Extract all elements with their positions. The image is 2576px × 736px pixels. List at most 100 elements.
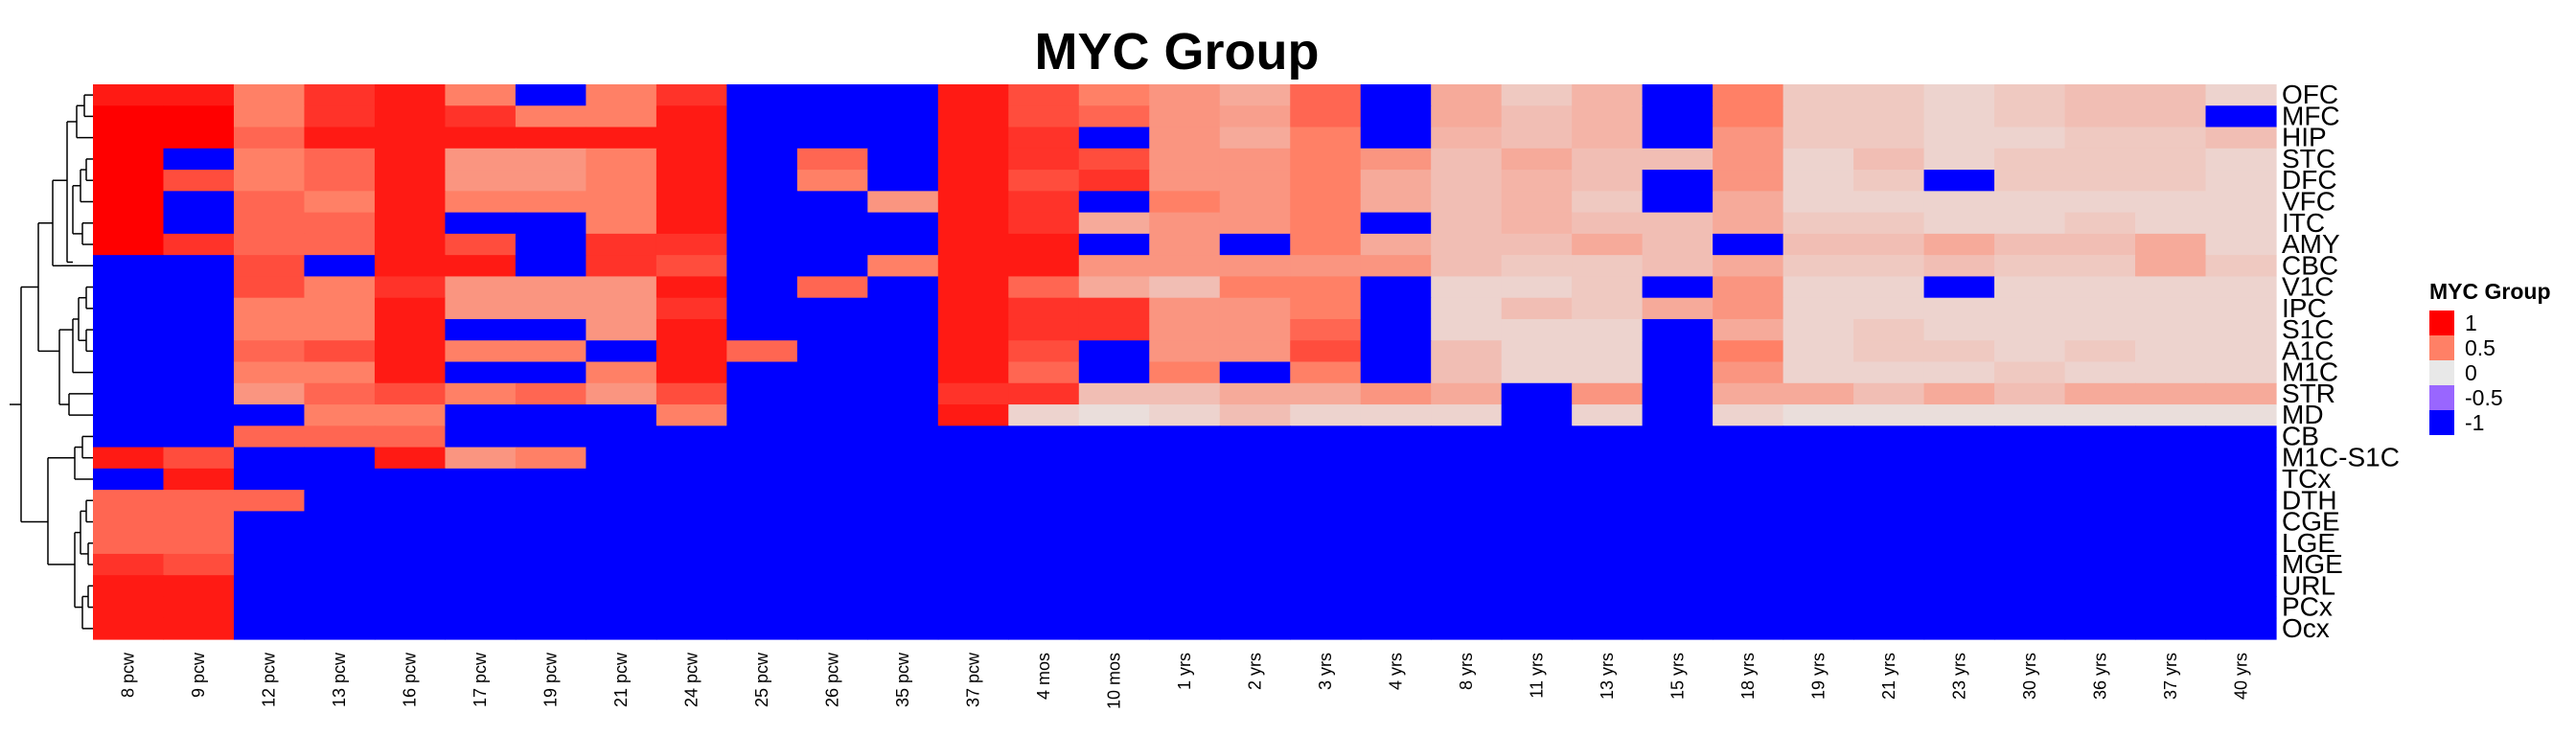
heatmap-cell bbox=[2064, 212, 2136, 235]
heatmap-cell bbox=[937, 276, 1009, 299]
heatmap-cell bbox=[1501, 276, 1573, 299]
heatmap-cell bbox=[163, 170, 235, 192]
heatmap-cell bbox=[445, 468, 517, 491]
column-label: 16 pcw bbox=[401, 652, 420, 707]
heatmap-cell bbox=[1994, 212, 2066, 235]
heatmap-cell bbox=[1008, 148, 1080, 171]
heatmap-cell bbox=[1782, 255, 1854, 278]
heatmap-cell bbox=[1853, 297, 1925, 320]
heatmap-cell bbox=[1360, 575, 1432, 598]
heatmap-cell bbox=[586, 276, 657, 299]
heatmap-cell bbox=[2064, 233, 2136, 256]
heatmap-cell bbox=[586, 553, 657, 576]
heatmap-cell bbox=[1923, 233, 1995, 256]
heatmap-cell bbox=[304, 212, 376, 235]
heatmap-cell bbox=[586, 105, 657, 128]
heatmap-cell bbox=[1008, 276, 1080, 299]
row-label: IPC bbox=[2282, 293, 2327, 323]
heatmap-cell bbox=[1572, 553, 1644, 576]
heatmap-cell bbox=[163, 426, 235, 448]
heatmap-cell bbox=[93, 490, 165, 512]
heatmap-cell bbox=[304, 511, 376, 534]
heatmap-cell bbox=[163, 84, 235, 106]
heatmap-cell bbox=[1219, 105, 1291, 128]
heatmap-cell bbox=[304, 617, 376, 640]
heatmap-cell bbox=[796, 596, 868, 619]
heatmap-cell bbox=[1642, 212, 1714, 235]
heatmap-cell bbox=[1149, 532, 1221, 555]
heatmap-cell bbox=[2205, 276, 2277, 299]
heatmap-cell bbox=[233, 617, 306, 640]
heatmap-cell bbox=[93, 126, 165, 150]
heatmap-cell bbox=[1853, 596, 1925, 619]
heatmap-cell bbox=[1149, 490, 1221, 512]
heatmap-cell bbox=[445, 532, 517, 555]
heatmap-cell bbox=[2064, 297, 2136, 320]
heatmap-cell bbox=[1642, 105, 1714, 128]
heatmap-cell bbox=[1782, 297, 1854, 320]
heatmap-cell bbox=[304, 318, 376, 341]
heatmap-cell bbox=[937, 617, 1009, 640]
heatmap-cell bbox=[1782, 404, 1854, 426]
heatmap-cell bbox=[937, 191, 1009, 214]
heatmap-cell bbox=[1360, 511, 1432, 534]
heatmap-cell bbox=[1853, 426, 1925, 448]
heatmap-cell bbox=[1219, 382, 1291, 405]
heatmap-cell bbox=[515, 297, 586, 320]
heatmap-cell bbox=[656, 170, 727, 192]
heatmap-cell bbox=[1782, 447, 1854, 470]
heatmap-cell bbox=[2064, 447, 2136, 470]
heatmap-cell bbox=[1713, 340, 1784, 363]
heatmap-cell bbox=[726, 233, 798, 256]
heatmap-cell bbox=[656, 426, 727, 448]
heatmap-cell bbox=[1431, 191, 1503, 214]
heatmap-cell bbox=[1078, 553, 1150, 576]
heatmap-cell bbox=[1219, 340, 1291, 363]
heatmap-cell bbox=[1923, 105, 1995, 128]
column-label: 37 pcw bbox=[964, 652, 983, 707]
heatmap-cell bbox=[1149, 191, 1221, 214]
heatmap-cell bbox=[2135, 447, 2207, 470]
heatmap-cell bbox=[2135, 170, 2207, 192]
heatmap-cell bbox=[374, 84, 447, 106]
heatmap-cell bbox=[2064, 105, 2136, 128]
heatmap-cell bbox=[163, 340, 235, 363]
heatmap-cell bbox=[515, 126, 586, 150]
heatmap-cell bbox=[937, 148, 1009, 171]
heatmap-cell bbox=[515, 318, 586, 341]
heatmap-cell bbox=[445, 148, 517, 171]
heatmap-cell bbox=[937, 255, 1009, 278]
heatmap-cell bbox=[1360, 318, 1432, 341]
heatmap-cell bbox=[1994, 233, 2066, 256]
heatmap-cell bbox=[163, 553, 235, 576]
heatmap-cell bbox=[2135, 340, 2207, 363]
heatmap-cell bbox=[1923, 426, 1995, 448]
heatmap-cell bbox=[1572, 170, 1644, 192]
heatmap-cell bbox=[445, 404, 517, 426]
heatmap-cell bbox=[656, 212, 727, 235]
row-label: V1C bbox=[2282, 272, 2334, 302]
heatmap-cell bbox=[1642, 575, 1714, 598]
heatmap-cell bbox=[1219, 318, 1291, 341]
heatmap-cell bbox=[726, 404, 798, 426]
heatmap-cell bbox=[1853, 617, 1925, 640]
heatmap-cell bbox=[304, 575, 376, 598]
heatmap-cell bbox=[726, 84, 798, 106]
heatmap-cell bbox=[1360, 382, 1432, 405]
heatmap-cell bbox=[233, 490, 306, 512]
heatmap-cell bbox=[1149, 511, 1221, 534]
heatmap-cell bbox=[93, 361, 165, 384]
heatmap-cell bbox=[2135, 468, 2207, 491]
column-labels: 8 pcw 9 pcw 12 pcw 13 pcw 16 pcw 17 pcw 19 pcw… bbox=[119, 652, 2251, 709]
heatmap-cell bbox=[304, 468, 376, 491]
legend-swatch bbox=[2429, 360, 2454, 385]
heatmap-cell bbox=[515, 233, 586, 256]
heatmap-cell bbox=[1290, 105, 1362, 128]
column-label: 25 pcw bbox=[752, 652, 771, 707]
heatmap-cell bbox=[93, 553, 165, 576]
heatmap-cell bbox=[445, 297, 517, 320]
heatmap-cell bbox=[937, 297, 1009, 320]
legend: MYC Group 10.50-0.5-1 bbox=[2429, 279, 2551, 435]
heatmap-cell bbox=[1782, 382, 1854, 405]
heatmap-cell bbox=[796, 404, 868, 426]
